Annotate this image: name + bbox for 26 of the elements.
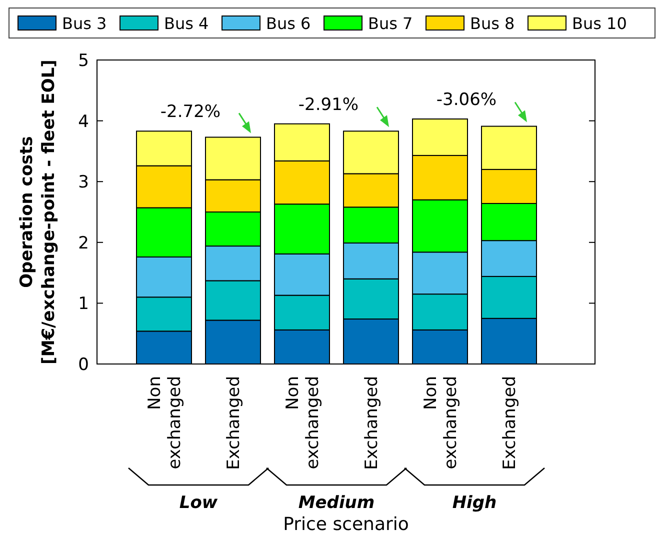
y-tick-label: 5 — [78, 51, 89, 71]
x-axis-title: Price scenario — [283, 514, 409, 535]
x-tick-label: Non exchanged — [145, 376, 185, 470]
y-tick-label: 3 — [78, 172, 89, 193]
legend-label: Bus 10 — [572, 14, 627, 33]
annotation: -2.72% — [160, 102, 221, 122]
x-tick-label: Exchanged — [362, 376, 382, 470]
x-tick-label: Non exchanged — [283, 376, 323, 470]
legend-label: Bus 3 — [62, 14, 107, 33]
legend-label: Bus 6 — [266, 14, 311, 33]
text: High — [452, 493, 497, 513]
legend-label: Bus 4 — [164, 14, 209, 33]
x-tick-label: Exchanged — [224, 376, 244, 470]
x-tick-label: Exchanged — [500, 376, 520, 470]
legend-label: Bus 8 — [470, 14, 515, 33]
text: Medium — [298, 493, 375, 513]
y-tick-label: 2 — [78, 233, 89, 254]
annotation: -3.06% — [436, 90, 497, 110]
y-tick-label: 4 — [78, 112, 89, 132]
y-tick-label: 0 — [78, 355, 89, 375]
y-axis-title: Operation costs [M€/exchange-point - fleet EOL] — [17, 60, 59, 364]
text: Low — [179, 493, 218, 513]
annotation: -2.91% — [298, 94, 359, 115]
y-tick-label: 1 — [78, 294, 89, 314]
legend-label: Bus 7 — [368, 14, 413, 33]
x-tick-label: Non exchanged — [421, 376, 461, 470]
